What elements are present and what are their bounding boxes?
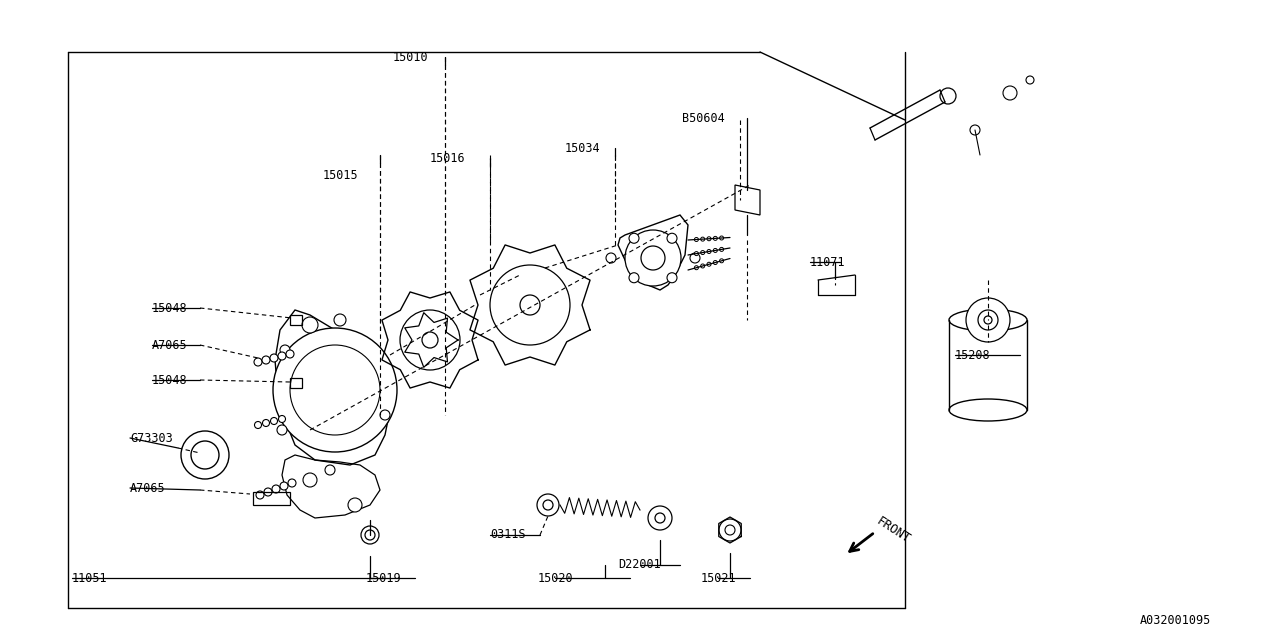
Circle shape bbox=[361, 526, 379, 544]
Circle shape bbox=[303, 473, 317, 487]
Circle shape bbox=[628, 273, 639, 283]
Text: 15019: 15019 bbox=[365, 572, 401, 584]
Text: 15020: 15020 bbox=[538, 572, 573, 584]
Circle shape bbox=[538, 494, 559, 516]
Text: D22001: D22001 bbox=[618, 559, 662, 572]
Circle shape bbox=[713, 236, 717, 241]
Circle shape bbox=[543, 500, 553, 510]
Circle shape bbox=[276, 425, 287, 435]
Circle shape bbox=[719, 248, 723, 252]
Circle shape bbox=[667, 273, 677, 283]
Circle shape bbox=[707, 262, 710, 266]
Circle shape bbox=[279, 415, 285, 422]
Text: A032001095: A032001095 bbox=[1140, 614, 1211, 627]
Circle shape bbox=[280, 482, 288, 490]
Circle shape bbox=[970, 125, 980, 135]
Circle shape bbox=[707, 237, 710, 241]
Circle shape bbox=[719, 519, 741, 541]
Circle shape bbox=[280, 345, 291, 355]
Circle shape bbox=[365, 530, 375, 540]
Text: 15048: 15048 bbox=[152, 301, 188, 314]
Circle shape bbox=[273, 328, 397, 452]
Circle shape bbox=[695, 266, 699, 269]
Circle shape bbox=[667, 233, 677, 243]
Circle shape bbox=[288, 479, 296, 487]
Circle shape bbox=[380, 410, 390, 420]
Circle shape bbox=[984, 316, 992, 324]
Text: 15048: 15048 bbox=[152, 374, 188, 387]
Ellipse shape bbox=[948, 309, 1027, 331]
Circle shape bbox=[655, 513, 666, 523]
Circle shape bbox=[291, 345, 380, 435]
Circle shape bbox=[628, 233, 639, 243]
Circle shape bbox=[422, 332, 438, 348]
Text: 15021: 15021 bbox=[700, 572, 736, 584]
Circle shape bbox=[695, 237, 699, 241]
Text: 15015: 15015 bbox=[323, 168, 358, 182]
Circle shape bbox=[719, 236, 723, 240]
Text: 0311S: 0311S bbox=[490, 529, 526, 541]
Circle shape bbox=[255, 422, 261, 429]
Circle shape bbox=[648, 506, 672, 530]
Text: 15016: 15016 bbox=[430, 152, 466, 164]
Circle shape bbox=[713, 248, 717, 252]
Circle shape bbox=[273, 485, 280, 493]
Circle shape bbox=[625, 230, 681, 286]
Circle shape bbox=[724, 525, 735, 535]
Text: FRONT: FRONT bbox=[874, 515, 913, 546]
Circle shape bbox=[270, 417, 278, 424]
Ellipse shape bbox=[948, 399, 1027, 421]
Circle shape bbox=[978, 310, 998, 330]
Circle shape bbox=[348, 498, 362, 512]
Circle shape bbox=[1027, 76, 1034, 84]
Circle shape bbox=[302, 317, 317, 333]
Circle shape bbox=[191, 441, 219, 469]
Text: 11051: 11051 bbox=[72, 572, 108, 584]
Circle shape bbox=[700, 250, 705, 255]
Circle shape bbox=[713, 260, 717, 264]
Circle shape bbox=[401, 310, 460, 370]
Circle shape bbox=[262, 419, 270, 426]
Circle shape bbox=[707, 250, 710, 253]
Text: 15208: 15208 bbox=[955, 349, 991, 362]
Circle shape bbox=[253, 358, 262, 366]
Circle shape bbox=[940, 88, 956, 104]
Circle shape bbox=[695, 252, 699, 255]
Text: G73303: G73303 bbox=[131, 431, 173, 445]
Text: 11071: 11071 bbox=[810, 255, 846, 269]
Circle shape bbox=[690, 253, 700, 263]
Text: 15010: 15010 bbox=[392, 51, 428, 63]
Circle shape bbox=[270, 354, 278, 362]
Circle shape bbox=[278, 352, 285, 360]
Text: A7065: A7065 bbox=[152, 339, 188, 351]
Circle shape bbox=[966, 298, 1010, 342]
Circle shape bbox=[285, 350, 294, 358]
Circle shape bbox=[719, 259, 723, 263]
Circle shape bbox=[641, 246, 666, 270]
Text: B50604: B50604 bbox=[682, 111, 724, 125]
Circle shape bbox=[334, 314, 346, 326]
Circle shape bbox=[520, 295, 540, 315]
Circle shape bbox=[325, 465, 335, 475]
Circle shape bbox=[1004, 86, 1018, 100]
Circle shape bbox=[180, 431, 229, 479]
Circle shape bbox=[605, 253, 616, 263]
Circle shape bbox=[264, 488, 273, 496]
Circle shape bbox=[262, 356, 270, 364]
Circle shape bbox=[700, 237, 705, 241]
Text: 15034: 15034 bbox=[564, 141, 600, 154]
Circle shape bbox=[490, 265, 570, 345]
Text: A7065: A7065 bbox=[131, 481, 165, 495]
Circle shape bbox=[256, 491, 264, 499]
Circle shape bbox=[700, 264, 705, 268]
